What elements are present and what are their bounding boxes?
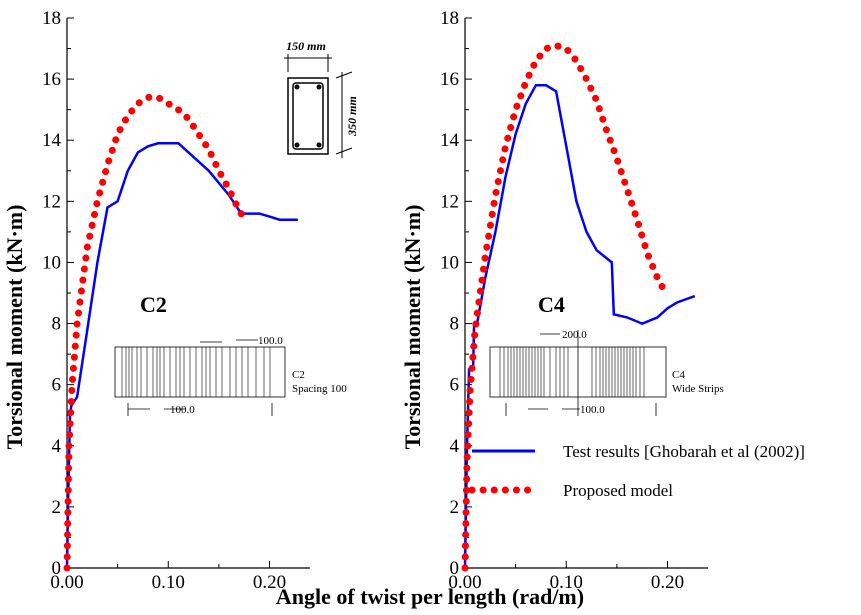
panel-label-c2: C2 (140, 292, 167, 317)
rebar-dot (316, 84, 322, 90)
rebar-dot (294, 84, 300, 90)
spacing-dim-bottom: 100.0 (170, 404, 195, 416)
height-dim-tick (335, 71, 353, 79)
spacing-dim-top: 100.0 (258, 335, 283, 347)
y-tick-label: 8 (450, 314, 460, 335)
y-tick-label: 14 (440, 130, 460, 151)
y-tick-label: 18 (42, 8, 61, 29)
elevation-caption-c4-strips: Wide Strips (672, 383, 724, 395)
x-axis-label: Angle of twist per length (rad/m) (276, 584, 584, 609)
x-tick-label: 0.20 (651, 572, 684, 593)
y-tick-label: 6 (450, 375, 460, 396)
panel-label-c4: C4 (538, 292, 565, 317)
y-tick-label: 10 (440, 252, 459, 273)
legend-label-test: Test results [Ghobarah et al (2002)] (563, 442, 805, 461)
series-line-test-results (65, 142, 298, 569)
elevation-inset-c2: 100.0 100.0 C2 Spacing 100 (114, 335, 347, 416)
spacing-dim-bottom: 100.0 (580, 404, 605, 416)
y-tick-label: 2 (52, 497, 62, 518)
y-tick-label: 14 (42, 130, 62, 151)
x-tick-label: 0.10 (152, 572, 185, 593)
rebar-dot (316, 142, 322, 148)
x-tick-label: 0.20 (253, 572, 286, 593)
panel-c2: Torsional moment (kN·m) C2 0 2 4 6 8 10 12 14 16… (2, 8, 310, 593)
y-tick-label: 0 (450, 558, 460, 579)
legend-label-model: Proposed model (563, 481, 673, 500)
x-tick-label: 0.00 (448, 572, 481, 593)
y-tick-label: 16 (440, 69, 459, 90)
y-axis-label-c2: Torsional moment (kN·m) (2, 205, 27, 450)
cross-section-inset: 150 mm 350 mm (284, 39, 359, 158)
legend: Test results [Ghobarah et al (2002)] Pro… (468, 442, 805, 500)
panel-c4: Torsional moment (kN·m) C4 0 2 4 6 8 10 12 14 16… (400, 8, 708, 593)
y-tick-label: 18 (440, 8, 459, 29)
elevation-caption-c2: C2 (292, 369, 305, 381)
beam-elevation-rect (114, 346, 286, 398)
y-tick-label: 2 (450, 497, 460, 518)
y-tick-label: 6 (52, 375, 62, 396)
series-line-proposed-model (461, 41, 669, 572)
y-tick-label: 12 (440, 191, 459, 212)
y-tick-label: 4 (52, 436, 62, 457)
spacing-dim-top: 200.0 (562, 329, 587, 341)
y-tick-label: 10 (42, 252, 61, 273)
y-tick-label: 0 (52, 558, 62, 579)
height-dim-tick (335, 147, 353, 155)
elevation-caption-c4: C4 (672, 369, 685, 381)
elevation-caption-c2-spacing: Spacing 100 (292, 383, 347, 395)
section-stirrup (292, 82, 324, 150)
width-dim-label: 150 mm (286, 39, 326, 53)
series-line-proposed-model (63, 93, 251, 572)
x-tick-label: 0.10 (550, 572, 583, 593)
y-tick-label: 4 (450, 436, 460, 457)
height-dim-label: 350 mm (345, 96, 359, 137)
section-outer-rect (287, 77, 329, 155)
y-tick-label: 12 (42, 191, 61, 212)
y-tick-label: 8 (52, 314, 62, 335)
y-tick-label: 16 (42, 69, 61, 90)
rebar-dot (294, 142, 300, 148)
y-axis-label-c4: Torsional moment (kN·m) (400, 205, 425, 450)
elevation-inset-c4: 200.0 100.0 C4 Wide Strips (489, 329, 724, 416)
x-tick-label: 0.00 (50, 572, 83, 593)
